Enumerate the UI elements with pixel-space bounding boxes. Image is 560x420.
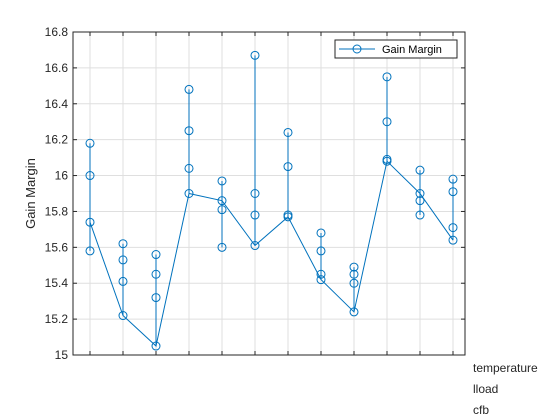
data-point-marker — [217, 196, 227, 206]
data-point-marker — [415, 189, 425, 198]
data-point-marker — [151, 250, 161, 260]
plot-area — [73, 32, 465, 355]
x-factor-label: cfb — [473, 403, 489, 417]
data-point-marker — [283, 162, 293, 172]
y-tick-label: 16.8 — [45, 25, 69, 39]
data-point-marker — [316, 246, 326, 256]
y-tick-label: 15.4 — [45, 276, 69, 290]
y-tick-label: 15.2 — [45, 312, 69, 326]
y-tick-label: 16.6 — [45, 61, 69, 75]
data-point-marker — [448, 187, 458, 197]
data-point-marker — [250, 241, 260, 251]
data-point-marker — [382, 117, 392, 127]
data-point-marker — [85, 217, 95, 227]
x-factor-label: lload — [473, 382, 498, 396]
data-point-marker — [448, 174, 458, 184]
data-point-marker — [415, 210, 425, 220]
data-point-marker — [217, 242, 227, 252]
y-axis-label: Gain Margin — [23, 158, 38, 229]
y-tick-label: 16 — [55, 169, 69, 183]
data-point-marker — [184, 189, 194, 198]
data-point-marker — [382, 154, 392, 164]
legend-label: Gain Margin — [382, 44, 442, 56]
y-tick-label: 15 — [55, 348, 69, 362]
data-point-marker — [349, 278, 359, 288]
data-point-marker — [349, 262, 359, 272]
data-point-marker — [217, 205, 227, 215]
data-point-marker — [250, 189, 260, 198]
y-tick-label: 16.2 — [45, 133, 69, 147]
data-point-marker — [250, 210, 260, 220]
data-point-marker — [118, 276, 128, 286]
legend-marker-sample — [352, 44, 362, 54]
data-point-marker — [415, 165, 425, 175]
data-point-marker — [184, 126, 194, 136]
data-point-marker — [349, 307, 359, 317]
data-point-marker — [184, 84, 194, 94]
data-point-marker — [184, 163, 194, 173]
axes-layer — [72, 31, 466, 356]
data-point-marker — [151, 341, 161, 351]
data-point-marker — [283, 210, 293, 220]
data-point-marker — [415, 196, 425, 206]
data-point-marker — [85, 138, 95, 148]
y-ticks: 15 15.2 15.4 15.6 15.8 16 16.2 16.4 16.6 16.8 — [45, 25, 465, 362]
y-tick-label: 15.6 — [45, 240, 69, 254]
data-layer — [85, 50, 458, 351]
data-point-marker — [85, 246, 95, 256]
axes-box — [72, 31, 466, 356]
data-point-marker — [316, 269, 326, 279]
data-point-marker — [382, 72, 392, 82]
x-factor-label: temperature — [473, 361, 538, 375]
data-point-marker — [316, 228, 326, 238]
y-tick-label: 15.8 — [45, 204, 69, 218]
data-point-marker — [448, 223, 458, 233]
data-point-marker — [349, 269, 359, 279]
x-factor-labels: temperature lload cfb — [473, 361, 538, 417]
y-tick-label: 16.4 — [45, 97, 69, 111]
data-point-marker — [118, 255, 128, 265]
data-point-marker — [85, 171, 95, 181]
data-point-marker — [283, 127, 293, 137]
legend-box — [334, 39, 458, 59]
data-point-marker — [316, 275, 326, 285]
data-point-marker — [250, 50, 260, 60]
data-point-marker — [217, 176, 227, 186]
data-point-marker — [151, 269, 161, 279]
data-point-marker — [118, 311, 128, 321]
data-point-marker — [448, 235, 458, 245]
data-point-marker — [151, 293, 161, 303]
gain-margin-series-line — [89, 160, 454, 347]
data-point-marker — [118, 239, 128, 249]
legend: Gain Margin — [334, 39, 458, 59]
